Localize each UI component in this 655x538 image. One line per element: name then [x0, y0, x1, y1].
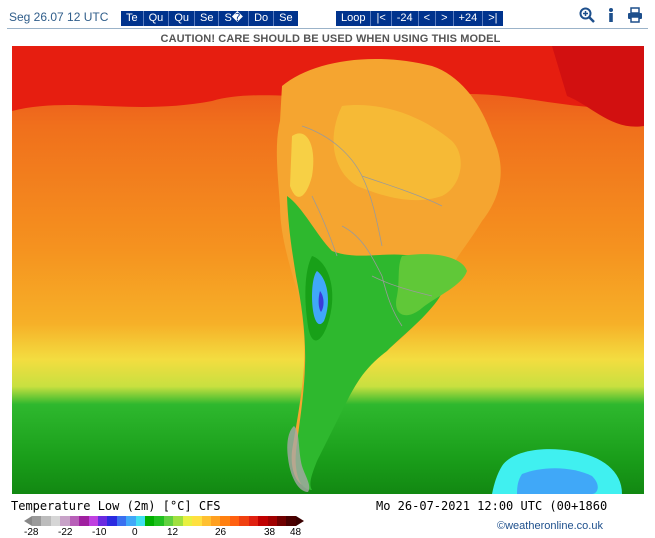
legend-tick: 12 [167, 527, 179, 538]
legend-swatch [97, 516, 108, 526]
legend-swatch [41, 516, 51, 526]
legend-swatch [286, 516, 296, 526]
back-24h-button[interactable]: -24 [392, 11, 419, 26]
legend-swatch [163, 516, 174, 526]
forecast-date-label: Seg 26.07 12 UTC [9, 10, 109, 24]
legend-tick: 0 [132, 527, 138, 538]
zoom-icon[interactable] [579, 7, 595, 23]
legend-swatch [201, 516, 212, 526]
legend-swatch [229, 516, 240, 526]
country-borders [301, 125, 443, 327]
top-toolbar: Seg 26.07 12 UTC Te Qu Qu Se S� Do Se Lo… [0, 0, 655, 30]
day-selector: Te Qu Qu Se S� Do Se [121, 11, 298, 26]
print-icon[interactable] [627, 7, 643, 23]
legend-swatch [145, 516, 155, 526]
legend-tick: 38 [264, 527, 276, 538]
legend-swatch [154, 516, 164, 526]
legend-swatch [135, 516, 146, 526]
legend-swatch [239, 516, 249, 526]
day-button-te[interactable]: Te [121, 11, 144, 26]
legend-tick: -22 [58, 527, 73, 538]
legend-swatch [60, 516, 70, 526]
day-button-se-1[interactable]: Se [195, 11, 220, 26]
color-legend [24, 516, 304, 528]
legend-swatch [50, 516, 61, 526]
legend-tick: -28 [24, 527, 39, 538]
antarctic-colder-patch [517, 468, 598, 494]
legend-max-arrow [296, 516, 304, 526]
map-canvas [12, 46, 644, 494]
legend-swatch [107, 516, 117, 526]
day-button-do[interactable]: Do [249, 11, 275, 26]
info-icon[interactable] [603, 7, 619, 23]
day-button-sa[interactable]: S� [219, 11, 250, 26]
legend-swatch [126, 516, 136, 526]
legend-swatch [220, 516, 230, 526]
model-caution-notice: CAUTION! CARE SHOULD BE USED WHEN USING … [160, 33, 501, 45]
first-step-button[interactable]: |< [371, 11, 392, 26]
legend-swatch [116, 516, 127, 526]
legend-tick: -10 [92, 527, 107, 538]
legend-swatch [32, 516, 42, 526]
legend-swatch [69, 516, 80, 526]
northeast-hot-zone [552, 46, 644, 127]
legend-swatch [258, 516, 268, 526]
valid-time-label: Mo 26-07-2021 12:00 UTC (00+1860 [376, 499, 608, 513]
header-divider [7, 28, 648, 29]
previous-step-button[interactable]: < [419, 11, 437, 26]
tierra-del-fuego-islands [287, 426, 310, 492]
southern-brazil-zone [396, 254, 467, 316]
map-tools [579, 7, 643, 23]
legend-swatch [248, 516, 259, 526]
copyright-link[interactable]: ©weatheronline.co.uk [497, 520, 603, 532]
next-step-button[interactable]: > [436, 11, 454, 26]
legend-swatch [173, 516, 183, 526]
legend-swatch [211, 516, 221, 526]
last-step-button[interactable]: >| [488, 12, 498, 24]
legend-swatch [182, 516, 193, 526]
legend-swatch [79, 516, 89, 526]
legend-ticks: -28 -22 -10 0 12 26 38 48 [24, 527, 314, 538]
day-button-qu-2[interactable]: Qu [169, 11, 195, 26]
time-navigation: Loop |< -24 < > +24 >| [336, 11, 503, 26]
forward-24h-button[interactable]: +24 [454, 11, 484, 26]
legend-swatches [32, 516, 296, 528]
andes-yellow-zone [290, 133, 314, 197]
legend-swatch [88, 516, 98, 526]
loop-button[interactable]: Loop [336, 11, 372, 26]
map-title: Temperature Low (2m) [°C] CFS [11, 499, 221, 513]
legend-swatch [192, 516, 202, 526]
legend-swatch [267, 516, 277, 526]
temperature-map[interactable] [12, 46, 644, 494]
legend-tick: 26 [215, 527, 227, 538]
day-button-se-2[interactable]: Se [279, 12, 293, 24]
legend-min-arrow [24, 516, 32, 526]
legend-tick: 48 [290, 527, 302, 538]
andes-coldest-spot [318, 291, 324, 312]
day-button-qu-1[interactable]: Qu [144, 11, 170, 26]
amazon-warm-region [333, 105, 461, 201]
legend-swatch [276, 516, 287, 526]
